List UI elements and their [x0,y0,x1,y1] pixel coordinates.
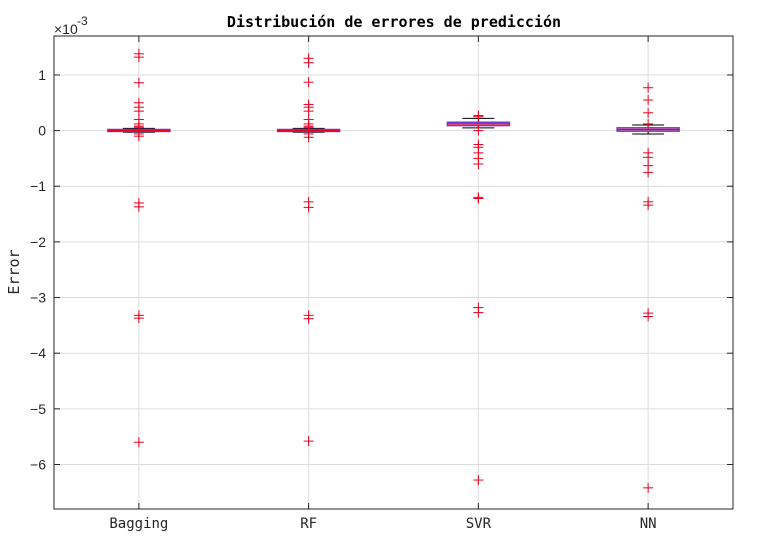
x-axis-ticks: Bagging RF SVR NN [109,36,657,532]
y-multiplier-base: ×10 [54,21,78,37]
outlier-marker [303,77,314,88]
outlier-marker [473,158,484,169]
outlier-marker [133,131,144,142]
outlier-marker [643,200,654,211]
y-axis-multiplier: ×10 -3 [54,14,88,37]
y-tick-label: −3 [30,290,46,306]
outlier-marker [643,152,654,163]
box-svr [446,110,511,486]
outlier-marker [133,77,144,88]
outlier-marker [473,125,484,136]
y-multiplier-exponent: -3 [77,14,88,28]
y-tick-label: −4 [30,345,46,361]
y-tick-label: −6 [30,456,46,472]
outlier-marker [303,57,314,68]
outlier-marker [133,201,144,212]
outlier-marker [133,437,144,448]
x-tick-label: Bagging [109,516,168,532]
y-axis-label: Error [5,249,23,294]
outlier-marker [643,482,654,493]
outlier-marker [643,94,654,105]
outlier-marker [303,132,314,143]
outlier-marker [473,193,484,204]
y-tick-label: 0 [38,123,46,139]
y-tick-label: −5 [30,401,46,417]
outlier-marker [643,311,654,322]
outlier-marker [133,313,144,324]
outlier-marker [303,436,314,447]
outlier-marker [643,118,654,129]
outlier-marker [303,313,314,324]
x-tick-label: NN [640,516,657,532]
outlier-marker [643,82,654,93]
outlier-marker [473,111,484,122]
box-bagging [107,48,171,448]
outlier-marker [133,52,144,63]
y-axis-ticks: 1 0 −1 −2 −3 −4 −5 −6 [30,67,733,472]
box-rf [276,53,341,447]
outlier-marker [473,307,484,318]
x-tick-label: SVR [466,516,492,532]
boxes [107,48,680,493]
outlier-marker [303,106,314,117]
y-tick-label: −1 [30,178,46,194]
chart-title: Distribución de errores de predicción [227,13,561,31]
x-tick-label: RF [300,516,317,532]
outlier-marker [303,202,314,213]
y-tick-label: 1 [38,67,46,83]
outlier-marker [643,107,654,118]
y-tick-label: −2 [30,234,46,250]
outlier-marker [133,106,144,117]
outlier-marker [643,167,654,178]
box-nn [616,82,680,493]
outlier-marker [473,475,484,486]
plot-frame [53,35,734,510]
grid-lines [54,36,733,509]
